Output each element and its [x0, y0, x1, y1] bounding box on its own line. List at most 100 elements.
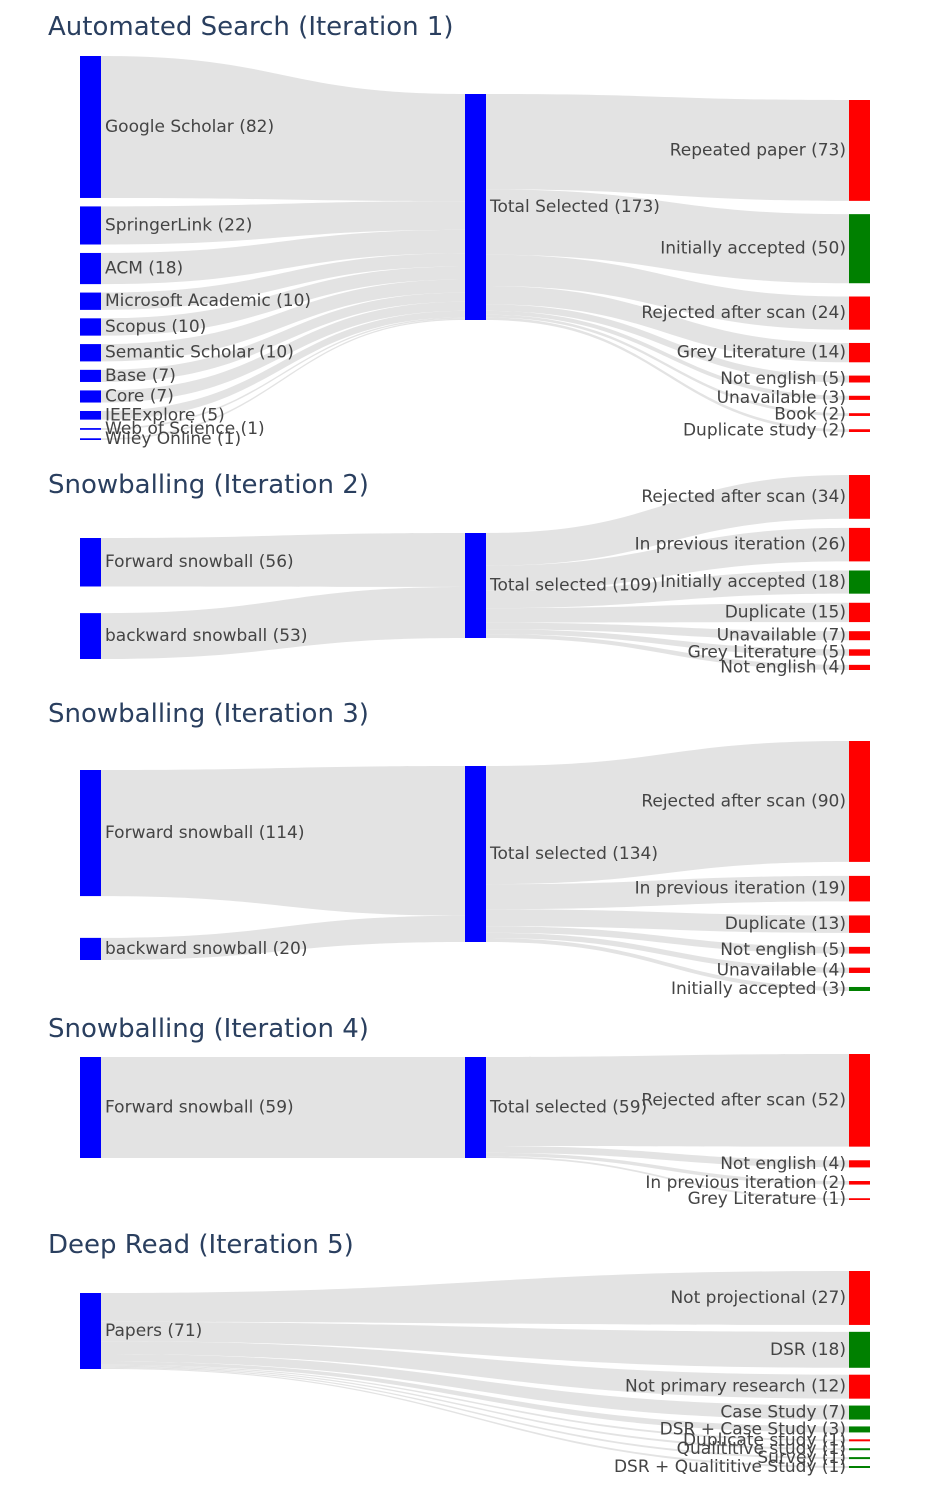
node-label-springerlink: SpringerLink (22) — [105, 215, 252, 235]
node-label-grey-literature: Grey Literature (14) — [677, 343, 846, 363]
node-label-semantic-scholar: Semantic Scholar (10) — [105, 343, 294, 363]
node-label-microsoft-academic: Microsoft Academic (10) — [105, 291, 311, 311]
node-label-backward-snowball: backward snowball (20) — [105, 939, 308, 959]
link-not-primary-research — [101, 1341, 849, 1399]
link-not-english — [486, 926, 849, 954]
node-label-in-previous-iteration: In previous iteration (19) — [635, 879, 846, 899]
flow-labels: Forward snowball (114) backward snowball … — [105, 791, 846, 999]
node-not-english — [849, 1160, 870, 1168]
link-unavailable — [486, 622, 849, 641]
link-duplicate-study — [486, 317, 849, 432]
node-initially-accepted — [849, 214, 870, 284]
node-base — [80, 369, 101, 382]
node-label-not-english: Not english (5) — [720, 940, 846, 960]
link-duplicate — [486, 909, 849, 933]
flow-labels: Google Scholar (82) SpringerLink (22) ACM … — [105, 117, 846, 449]
node-label-not-english: Not english (4) — [720, 1154, 846, 1174]
node-book — [849, 413, 870, 416]
node-survey — [849, 1457, 870, 1460]
node-grey-literature — [849, 342, 870, 363]
node-backward-snowball — [80, 613, 101, 659]
link-acm — [101, 229, 465, 285]
link-base — [101, 292, 465, 382]
node-label-in-previous-iteration: In previous iteration (2) — [645, 1173, 846, 1193]
node-papers — [80, 1293, 101, 1369]
link-rejected-after-scan — [486, 254, 849, 330]
link-grey-literature — [486, 629, 849, 656]
node-dsr-qualititive-study — [849, 1466, 870, 1468]
node-not-projectional — [849, 1271, 870, 1325]
link-ieeexplore — [101, 310, 465, 420]
node-label-not-english: Not english (4) — [720, 657, 846, 677]
link-dsr-qualititive-study — [101, 1367, 849, 1468]
node-label-acm: ACM (18) — [105, 259, 183, 279]
node-label-ieeexplore: IEEExplore (5) — [105, 405, 225, 425]
link-repeated-paper — [486, 94, 849, 201]
node-unavailable — [849, 395, 870, 400]
node-label-core: Core (7) — [105, 386, 174, 406]
node-label-duplicate-study: Duplicate study (1) — [683, 1430, 846, 1450]
node-duplicate — [849, 602, 870, 623]
node-label-repeated-paper: Repeated paper (73) — [670, 140, 846, 160]
flow-nodes — [80, 56, 870, 440]
node-grey-literature — [849, 649, 870, 656]
node-rejected-after-scan — [849, 475, 870, 519]
node-core — [80, 390, 101, 403]
node-initially-accepted — [849, 570, 870, 594]
node-rejected-after-scan — [849, 296, 870, 330]
node-label-wiley-online: Wiley Online (1) — [105, 429, 241, 449]
node-label-unavailable: Unavailable (7) — [717, 626, 846, 646]
flow-labels: Papers (71) Not projectional (27) DSR (18)… — [105, 1288, 846, 1477]
node-label-not-primary-research: Not primary research (12) — [625, 1377, 846, 1397]
link-not-english — [486, 1146, 849, 1168]
node-label-rejected-after-scan: Rejected after scan (90) — [641, 791, 846, 811]
flow-labels: Forward snowball (59) Total selected (59)… — [105, 1090, 846, 1209]
link-forward-snowball — [101, 766, 465, 916]
node-label-grey-literature: Grey Literature (1) — [688, 1189, 846, 1209]
node-label-in-previous-iteration: In previous iteration (26) — [635, 535, 846, 555]
node-unavailable — [849, 631, 870, 641]
node-springerlink — [80, 206, 101, 245]
link-semantic-scholar — [101, 279, 465, 362]
link-unavailable — [486, 310, 849, 400]
node-label-forward-snowball: Forward snowball (59) — [105, 1098, 294, 1118]
node-qualititive-study — [849, 1448, 870, 1451]
link-in-previous-iteration — [486, 527, 849, 591]
node-forward-snowball — [80, 1057, 101, 1158]
link-not-english — [486, 304, 849, 383]
node-label-case-study: Case Study (7) — [720, 1403, 846, 1423]
link-microsoft-academic — [101, 253, 465, 310]
link-case-study — [101, 1354, 849, 1420]
node-label-total-selected: Total selected (109) — [489, 576, 658, 596]
link-initially-accepted — [486, 570, 849, 609]
link-book — [486, 314, 849, 416]
node-label-google-scholar: Google Scholar (82) — [105, 117, 274, 137]
node-forward-snowball — [80, 770, 101, 897]
node-label-total-selected: Total Selected (173) — [489, 197, 660, 217]
node-label-dsr-qualititive-study: DSR + Qualititive Study (1) — [614, 1457, 846, 1477]
node-not-english — [849, 375, 870, 383]
flow-nodes — [80, 741, 870, 991]
link-in-previous-iteration — [486, 1152, 849, 1185]
node-label-unavailable: Unavailable (4) — [717, 960, 846, 980]
node-label-rejected-after-scan: Rejected after scan (52) — [641, 1090, 846, 1110]
node-not-english — [849, 946, 870, 954]
flow-labels: Forward snowball (56) backward snowball (… — [105, 487, 846, 678]
node-label-qualititive-study: Qualititive study (1) — [677, 1439, 846, 1459]
node-label-initially-accepted: Initially accepted (3) — [671, 979, 846, 999]
node-ieeexplore — [80, 410, 101, 420]
link-google-scholar — [101, 56, 465, 202]
flow-links — [101, 56, 849, 440]
node-unavailable — [849, 967, 870, 973]
link-backward-snowball — [101, 915, 465, 960]
node-duplicate-study — [849, 429, 870, 432]
node-label-total-selected: Total selected (59) — [489, 1098, 647, 1118]
node-scopus — [80, 318, 101, 336]
node-label-backward-snowball: backward snowball (53) — [105, 626, 308, 646]
flow-nodes — [80, 1271, 870, 1468]
link-not-projectional — [101, 1271, 849, 1325]
node-label-rejected-after-scan: Rejected after scan (24) — [641, 303, 846, 323]
